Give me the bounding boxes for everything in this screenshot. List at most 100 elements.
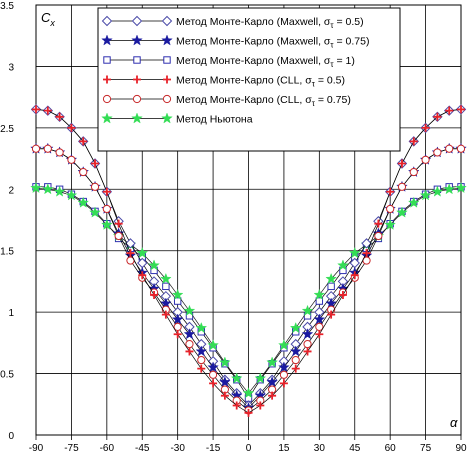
series-5-point [55, 148, 64, 157]
series-4-point [397, 159, 406, 168]
series-4-point [43, 106, 52, 115]
series-4-point [421, 123, 430, 132]
series-4-point [209, 379, 218, 388]
series-5-point [102, 204, 111, 214]
x-tick-labels: -90 -75 -60 -45 -30 -15 0 15 30 45 60 75 90 [29, 443, 467, 454]
series-5-point [197, 355, 206, 365]
series-5-point [291, 355, 300, 365]
series-4-point [256, 401, 265, 410]
series-3-point [327, 282, 335, 291]
series-5-point [67, 155, 76, 164]
series-4-point [91, 159, 100, 168]
series-4-point [362, 249, 371, 258]
legend-marker [132, 94, 142, 104]
series-2-point [289, 345, 302, 357]
series-6-point [53, 185, 66, 197]
legend-marker [162, 94, 172, 104]
x-tick-label: 60 [385, 443, 397, 454]
series-3-point [162, 282, 170, 291]
series-4-point [386, 187, 395, 196]
series-3-point [173, 297, 182, 305]
legend-label: Метод Монте-Карло (Maxwell, στ = 0.5) [176, 16, 364, 30]
legend-marker [101, 112, 113, 124]
legend-entry-4: Метод Монте-Карло (CLL, στ = 0.5) [103, 75, 345, 89]
series-5-point [445, 144, 454, 153]
series-6-point [325, 272, 337, 284]
legend-marker [161, 112, 173, 124]
series-6-point [443, 183, 455, 195]
series-6-point [136, 247, 149, 259]
series-4-point [232, 401, 241, 410]
series-4-point [67, 123, 76, 132]
series-6-point [384, 218, 396, 230]
series-5-point [397, 182, 407, 191]
series-5 [31, 144, 466, 415]
series-2-point [219, 376, 231, 388]
plot-frame [35, 4, 462, 436]
series-2-point [183, 328, 196, 340]
series-1-point [125, 238, 136, 249]
legend-label: Метод Монте-Карло (Maxwell, στ = 1) [176, 55, 355, 69]
series-4-point [173, 330, 182, 339]
series-6-point [455, 181, 467, 193]
series-6-point [419, 189, 432, 201]
series-4 [32, 105, 465, 417]
series-5-point [374, 231, 383, 241]
series-4-point [126, 249, 135, 258]
series-5-point [421, 155, 430, 164]
series-2-point [207, 361, 219, 373]
legend-label: Метод Монте-Карло (CLL, στ = 0.5) [176, 75, 345, 89]
series-6-point [160, 272, 172, 284]
series-4-point [327, 310, 336, 319]
series-6-point [242, 387, 255, 399]
legend-marker [133, 75, 141, 84]
legend-marker [133, 56, 141, 64]
series-6-point [89, 206, 101, 218]
series-1-point [361, 238, 372, 249]
series-6-point [396, 206, 408, 218]
series-4-point [338, 290, 347, 299]
series-5-point [31, 144, 41, 153]
series-6-point [207, 339, 219, 351]
series-4-point [350, 271, 359, 280]
series-6-point [195, 322, 208, 334]
series-6-point [101, 218, 113, 230]
x-tick-label: 90 [455, 443, 467, 454]
y-tick-label: 2 [8, 185, 14, 196]
x-axis-label: α [450, 415, 458, 430]
series-6-point [30, 181, 42, 193]
x-tick-label: -30 [170, 443, 185, 454]
series-5-point [185, 339, 194, 349]
series-4-point [102, 187, 111, 196]
series-5-point [456, 144, 466, 153]
legend-marker [101, 15, 113, 27]
series-2-point [313, 313, 326, 325]
series-6-point [337, 259, 349, 271]
series-4-point [114, 219, 123, 228]
legend-marker [131, 112, 143, 124]
series-4-point [409, 137, 418, 146]
series-4-point [445, 106, 454, 115]
legend-marker [161, 34, 173, 46]
legend-label: Метод Монте-Карло (CLL, στ = 0.75) [176, 94, 351, 108]
y-tick-label: 3.5 [0, 1, 14, 12]
series-4-point [220, 391, 229, 400]
series-4-point [161, 310, 170, 319]
x-tick-label: 15 [278, 443, 290, 454]
legend-marker [101, 34, 113, 46]
series-6-point [431, 185, 444, 197]
series-2-point [301, 328, 314, 340]
series-4-point [55, 112, 64, 121]
series-6-point [77, 196, 89, 208]
legend-entry-6: Метод Ньютона [101, 112, 253, 126]
series-5-point [114, 231, 123, 241]
series-6-point [65, 189, 78, 201]
x-tick-label: 75 [420, 443, 432, 454]
series-6-point [230, 372, 243, 384]
series-6-point [42, 183, 54, 195]
legend-marker [131, 34, 143, 46]
x-tick-label: -15 [206, 443, 221, 454]
x-tick-label: -60 [100, 443, 115, 454]
series-6-point [289, 322, 302, 334]
series-4-point [79, 137, 88, 146]
